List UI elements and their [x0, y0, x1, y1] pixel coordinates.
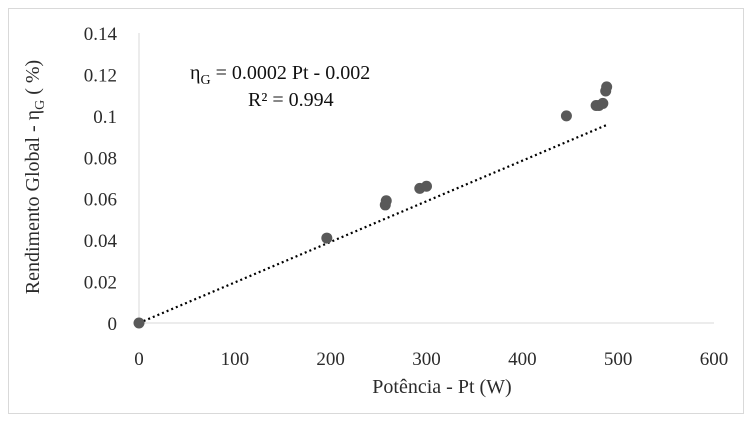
data-point — [133, 317, 145, 329]
y-tick-label: 0 — [108, 314, 118, 335]
y-tick-label: 0.08 — [84, 148, 117, 169]
data-point — [380, 195, 392, 207]
x-tick-label: 300 — [412, 349, 441, 370]
y-axis-title: Rendimento Global - ηG ( %) — [22, 60, 48, 294]
y-tick-label: 0.06 — [84, 190, 117, 211]
trendline — [138, 123, 608, 325]
x-tick-label: 0 — [134, 349, 144, 370]
x-tick-label: 500 — [604, 349, 633, 370]
x-axis-ticks: 0 100 200 300 400 500 600 — [134, 349, 728, 370]
data-point — [321, 232, 333, 244]
x-tick-label: 600 — [700, 349, 729, 370]
data-point — [597, 97, 609, 109]
data-point — [560, 110, 572, 122]
y-axis-ticks: 0 0.02 0.04 0.06 0.08 0.1 0.12 0.14 — [84, 24, 118, 335]
y-tick-label: 0.12 — [84, 65, 117, 86]
y-tick-label: 0.02 — [84, 273, 117, 294]
x-axis-title: Potência - Pt (W) — [372, 376, 511, 398]
trendline-equation: ηG = 0.0002 Pt - 0.002 — [190, 62, 370, 88]
chart-area — [8, 8, 744, 414]
data-point — [421, 180, 432, 192]
r-squared-label: R² = 0.994 — [248, 89, 334, 111]
y-tick-label: 0.04 — [84, 231, 118, 252]
data-points — [133, 81, 613, 329]
x-tick-label: 100 — [221, 349, 250, 370]
x-tick-label: 200 — [316, 349, 345, 370]
y-tick-label: 0.1 — [93, 107, 117, 128]
x-tick-label: 400 — [508, 349, 537, 370]
y-tick-label: 0.14 — [84, 24, 118, 45]
data-point — [601, 81, 613, 93]
